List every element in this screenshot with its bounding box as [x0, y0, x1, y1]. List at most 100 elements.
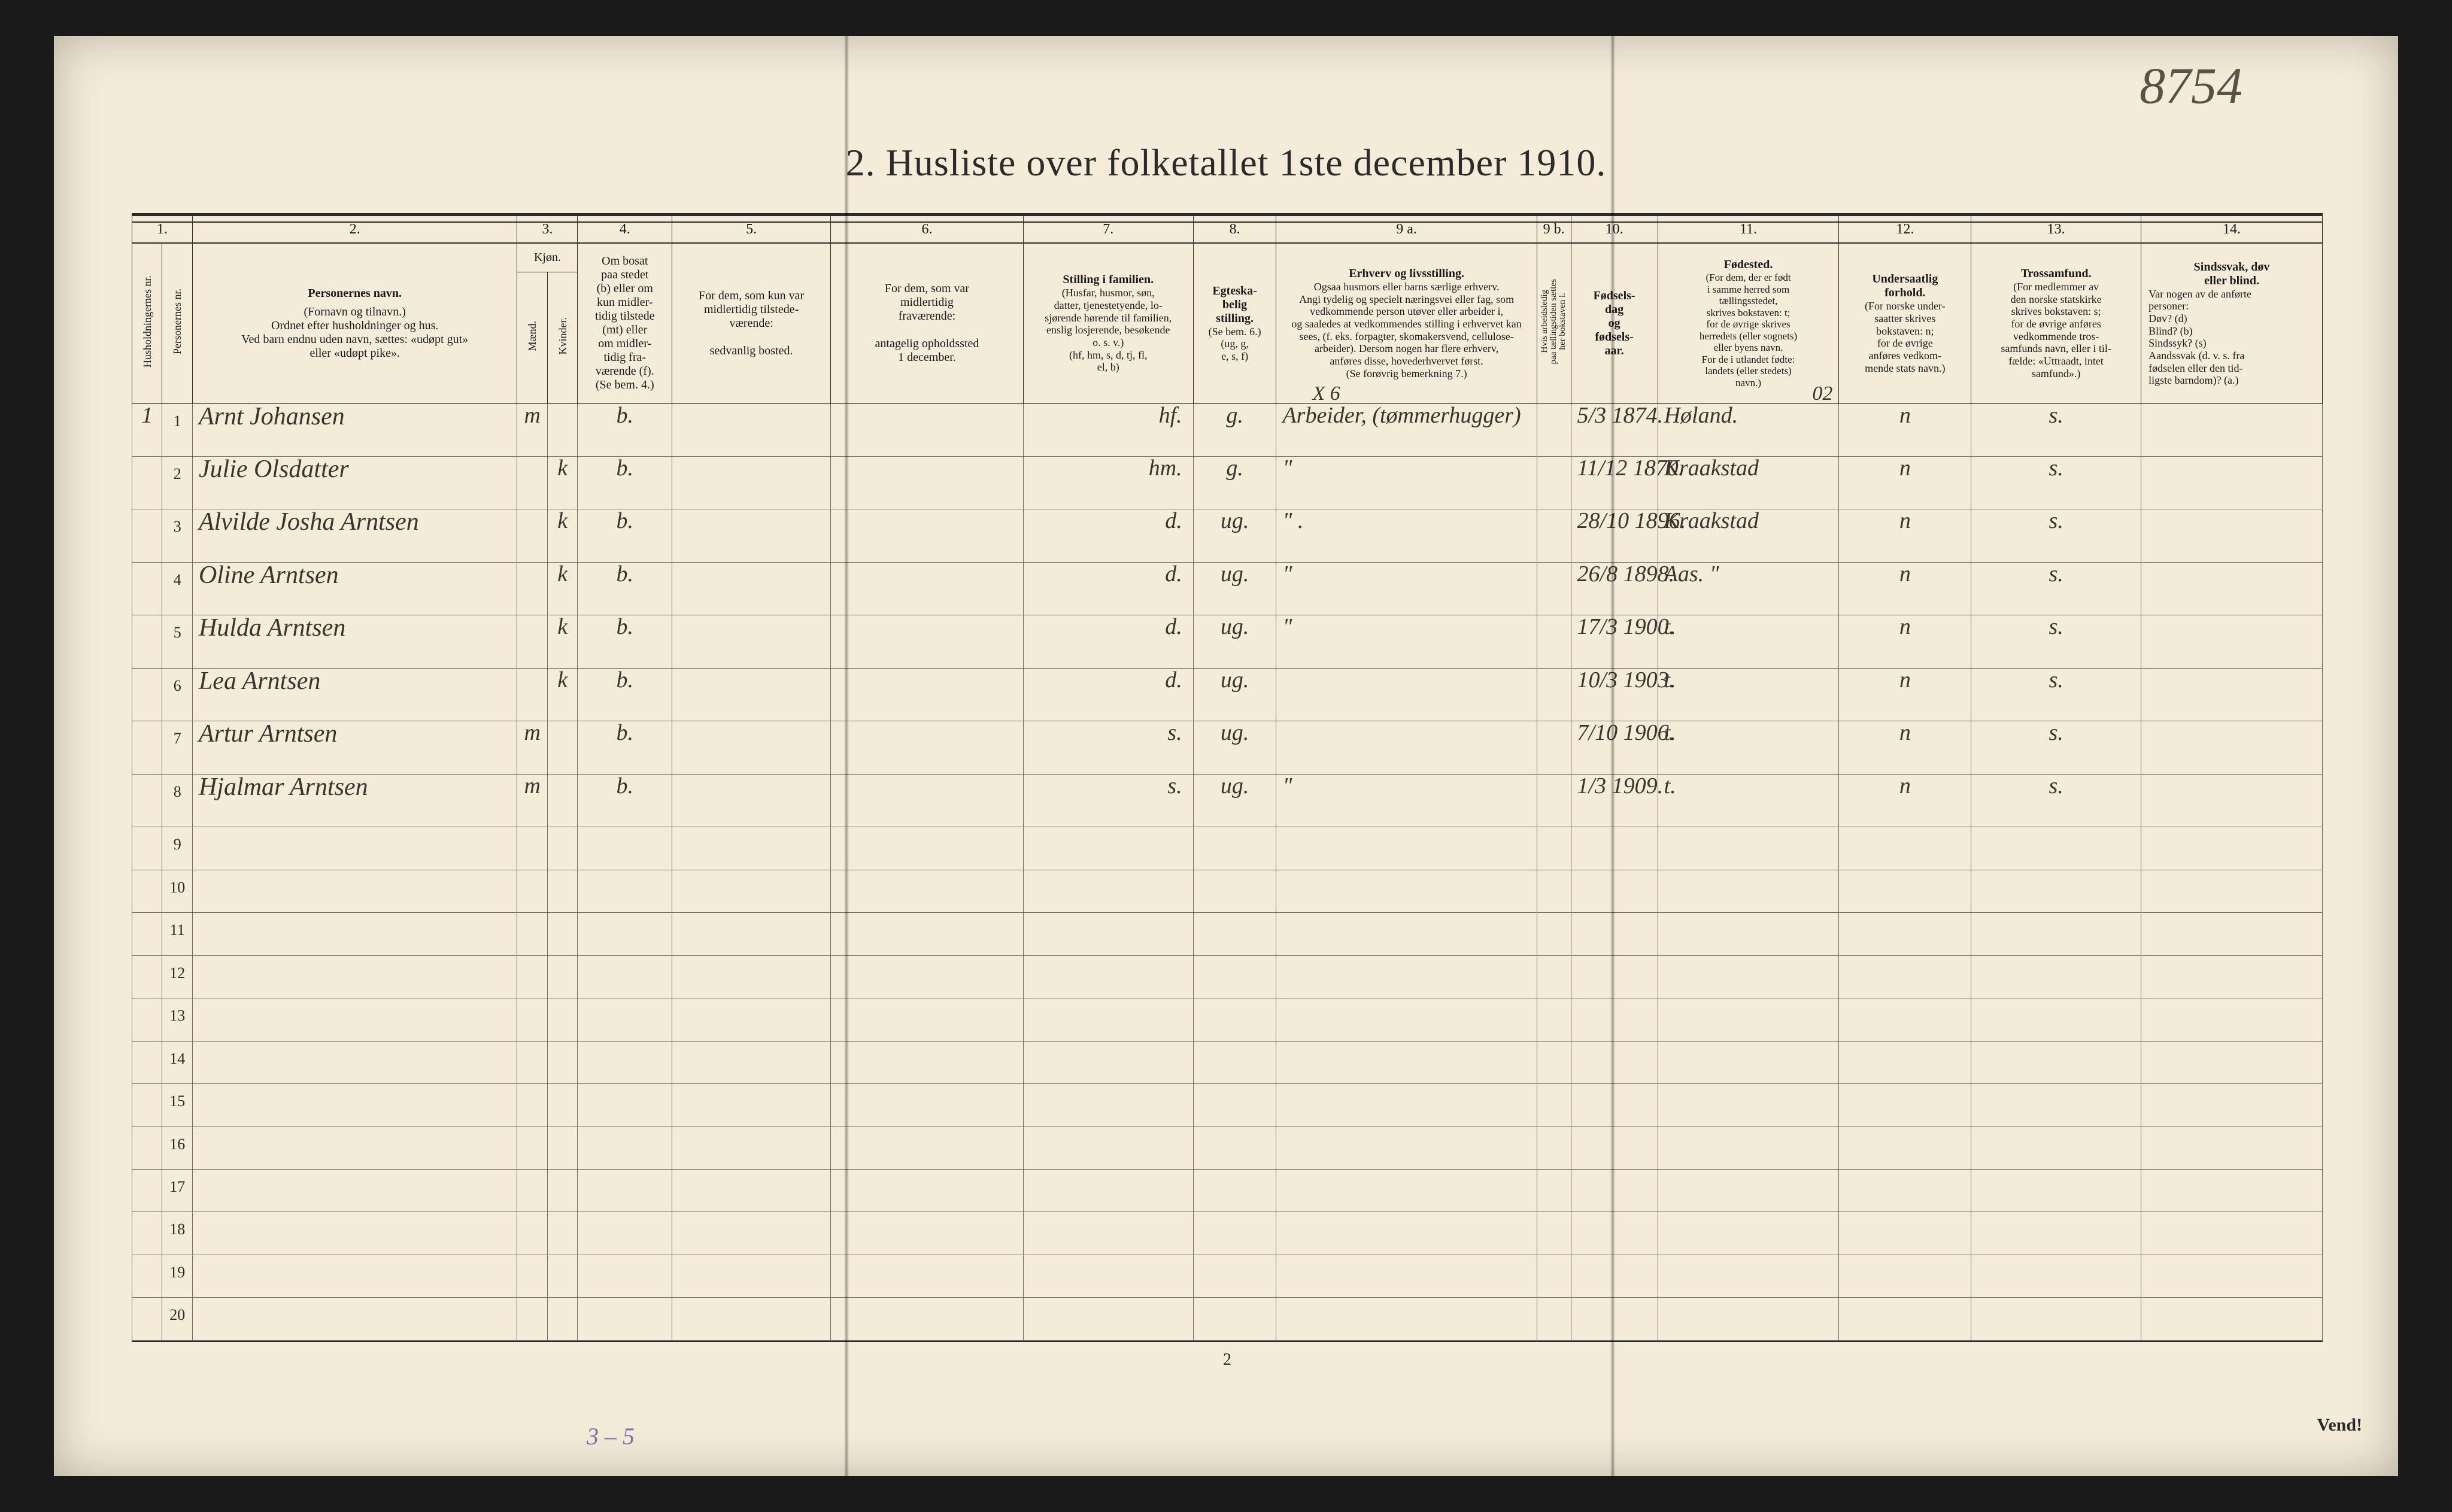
table-cell [2141, 1255, 2323, 1297]
table-cell [1537, 1255, 1571, 1297]
table-cell: k [547, 615, 577, 668]
table-cell [831, 1298, 1024, 1341]
header-top-row: Husholdningernes nr. Personernes nr. Per… [132, 243, 2323, 272]
table-cell [831, 998, 1024, 1041]
table-cell: b. [578, 721, 672, 774]
table-cell: k [547, 668, 577, 721]
table-cell [1276, 1298, 1537, 1341]
table-cell: b. [578, 615, 672, 668]
table-cell [1971, 998, 2141, 1041]
cell-value: b. [578, 563, 672, 585]
table-cell: b. [578, 509, 672, 562]
table-cell [672, 1212, 831, 1255]
column-number: 11. [1658, 216, 1839, 244]
cell-value: " . [1276, 509, 1536, 532]
household-no [132, 1127, 162, 1169]
table-cell [578, 1041, 672, 1083]
person-no: 17 [162, 1170, 192, 1212]
cell-value: n [1839, 457, 1971, 479]
table-cell [831, 774, 1024, 827]
table-cell [517, 1255, 547, 1297]
cell-value: n [1839, 563, 1971, 585]
cell-value: " [1276, 775, 1536, 797]
cell-value: Hjalmar Arntsen [193, 775, 517, 800]
table-cell [2141, 562, 2323, 615]
cell-value: Julie Olsdatter [193, 457, 517, 482]
table-cell [1537, 721, 1571, 774]
table-row: 10 [132, 870, 2323, 912]
table-cell: ug. [1193, 668, 1276, 721]
table-cell: k [547, 509, 577, 562]
table-cell [1193, 1041, 1276, 1083]
cell-value: b. [578, 509, 672, 532]
table-cell [1193, 827, 1276, 870]
table-cell [547, 1127, 577, 1169]
person-no: 19 [162, 1255, 192, 1297]
table-cell [1276, 998, 1537, 1041]
table-cell [192, 998, 517, 1041]
table-cell [1023, 1084, 1193, 1127]
table-cell [192, 827, 517, 870]
table-cell [517, 509, 547, 562]
table-cell [1658, 1298, 1839, 1341]
cell-value: s. [1024, 721, 1182, 744]
table-cell [1839, 913, 1971, 955]
col9a-header: Erhverv og livsstilling. Ogsaa husmors e… [1276, 243, 1537, 403]
column-number: 5. [672, 216, 831, 244]
cell-value: ug. [1194, 721, 1276, 744]
column-number: 4. [578, 216, 672, 244]
table-cell [1193, 913, 1276, 955]
cell-value: b. [578, 669, 672, 691]
handwritten-page-number: 8754 [2140, 60, 2242, 111]
cell-value: k [548, 615, 577, 638]
household-no [132, 955, 162, 998]
household-no [132, 998, 162, 1041]
table-cell [672, 1255, 831, 1297]
household-no [132, 1212, 162, 1255]
household-no [132, 668, 162, 721]
table-row: 14 [132, 1041, 2323, 1083]
table-cell [1023, 998, 1193, 1041]
cell-value: d. [1024, 563, 1182, 585]
cell-value: Kraakstad [1658, 509, 1839, 532]
cell-value: ug. [1194, 509, 1276, 532]
table-cell [1839, 955, 1971, 998]
table-cell [1537, 827, 1571, 870]
table-cell [547, 1212, 577, 1255]
table-cell: t. [1658, 721, 1839, 774]
table-cell [831, 403, 1024, 456]
table-cell: m [517, 721, 547, 774]
table-row: 16 [132, 1127, 2323, 1169]
cell-value: k [548, 457, 577, 479]
pencil-annotation: 3 – 5 [587, 1425, 635, 1449]
table-cell [672, 774, 831, 827]
table-cell [517, 1041, 547, 1083]
table-cell [1023, 870, 1193, 912]
table-cell [1971, 1170, 2141, 1212]
table-cell [1537, 1298, 1571, 1341]
cell-value: n [1839, 404, 1971, 427]
cell-value: g. [1194, 457, 1276, 479]
table-cell [2141, 998, 2323, 1041]
cell-value: " [1276, 563, 1536, 585]
table-cell [672, 913, 831, 955]
column-number: 3. [517, 216, 578, 244]
table-cell [517, 456, 547, 509]
cell-value: t. [1658, 721, 1839, 744]
col7-header: Stilling i familien. (Husfar, husmor, sø… [1023, 243, 1193, 403]
table-row: 20 [132, 1298, 2323, 1341]
table-cell [831, 721, 1024, 774]
table-cell [1193, 998, 1276, 1041]
table-cell [831, 955, 1024, 998]
table-row: 15 [132, 1084, 2323, 1127]
column-number: 7. [1023, 216, 1193, 244]
table-cell [578, 1170, 672, 1212]
col2-header: Personernes navn. (Fornavn og tilnavn.) … [192, 243, 517, 403]
table-cell [192, 1170, 517, 1212]
table-cell [547, 870, 577, 912]
cell-value: Artur Arntsen [193, 721, 517, 746]
table-cell [1276, 870, 1537, 912]
table-cell: Alvilde Josha Arntsen [192, 509, 517, 562]
table-cell [1839, 1255, 1971, 1297]
table-cell [672, 509, 831, 562]
